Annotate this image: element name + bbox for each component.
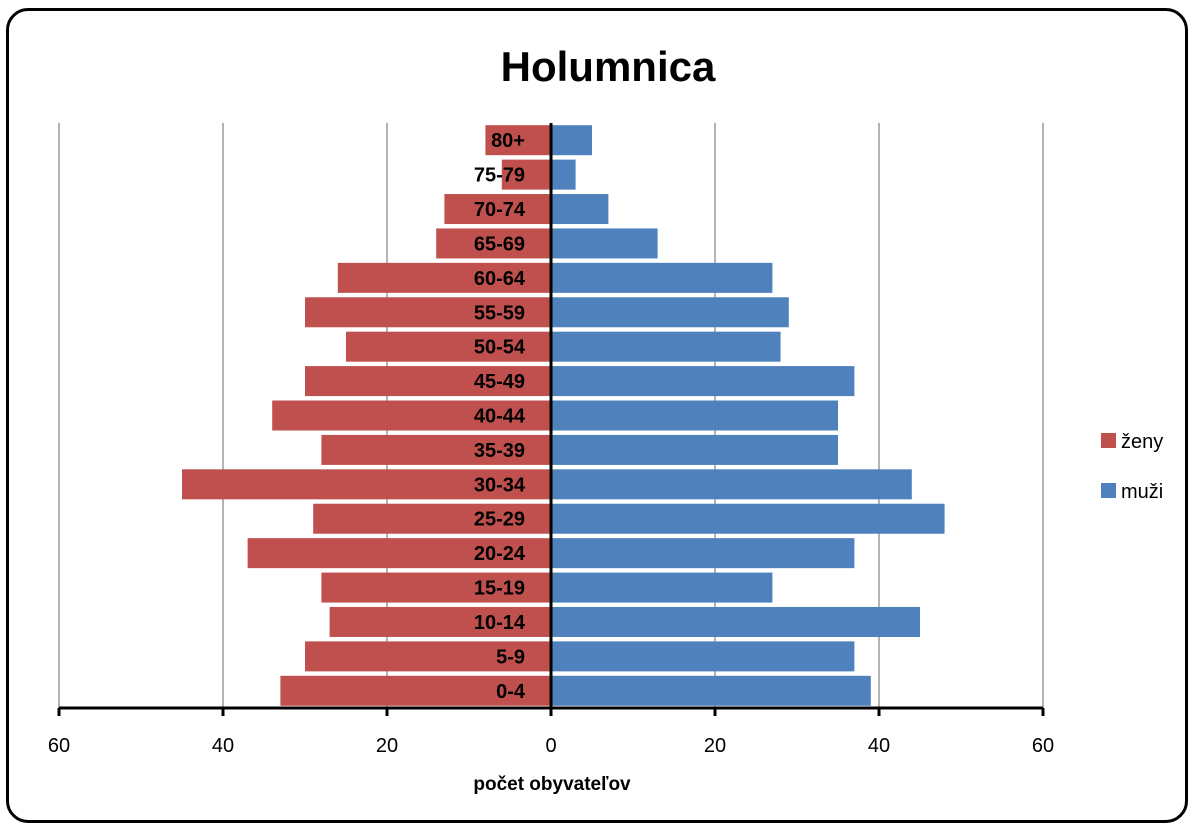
age-label: 0-4 (496, 681, 526, 703)
bar-zeny-25-29 (313, 503, 551, 534)
age-group-labels: 0-4 5-9 10-14 15-19 20-24 25-29 30-34 35-39 40-4… (474, 130, 526, 703)
bar-zeny-30-34 (182, 469, 551, 500)
bar-muzi-65-69 (551, 228, 658, 259)
bar-zeny-40-44 (272, 400, 551, 431)
x-tick-label: 20 (704, 735, 726, 757)
bar-muzi-75-79 (551, 159, 576, 190)
bar-muzi-0-4 (551, 675, 871, 706)
bar-muzi-50-54 (551, 331, 781, 362)
x-tick-label: 60 (48, 735, 70, 757)
age-label: 80+ (491, 130, 525, 152)
age-label: 70-74 (474, 199, 526, 221)
bar-muzi-15-19 (551, 572, 773, 603)
bar-muzi-5-9 (551, 641, 855, 672)
bar-muzi-25-29 (551, 503, 945, 534)
bar-zeny-70-74 (444, 194, 551, 225)
age-label: 10-14 (474, 612, 526, 634)
age-label: 5-9 (496, 646, 525, 668)
bar-muzi-55-59 (551, 297, 789, 328)
bar-zeny-35-39 (321, 434, 551, 465)
age-label: 65-69 (474, 233, 525, 255)
chart-title: Holumnica (501, 43, 716, 90)
bar-zeny-45-49 (305, 366, 551, 397)
bars (182, 125, 945, 706)
bar-zeny-65-69 (436, 228, 551, 259)
age-label: 60-64 (474, 268, 526, 290)
x-tick-labels: 60 40 20 0 20 40 60 (48, 735, 1054, 757)
bar-muzi-80+ (551, 125, 592, 156)
bar-muzi-30-34 (551, 469, 912, 500)
bar-muzi-40-44 (551, 400, 838, 431)
gridlines (58, 123, 1044, 708)
bar-zeny-15-19 (321, 572, 551, 603)
bar-zeny-75-79 (501, 159, 551, 190)
x-tick-label: 40 (212, 735, 234, 757)
age-label: 35-39 (474, 440, 525, 462)
bar-zeny-60-64 (337, 262, 551, 293)
age-label: 75-79 (474, 165, 525, 187)
legend-swatch-muzi (1101, 483, 1116, 498)
bar-zeny-80+ (485, 125, 551, 156)
age-label: 20-24 (474, 543, 526, 565)
bar-muzi-10-14 (551, 606, 920, 637)
age-label: 55-59 (474, 302, 525, 324)
x-tick-label: 60 (1032, 735, 1054, 757)
x-tick-label: 40 (868, 735, 890, 757)
age-label: 25-29 (474, 509, 525, 531)
age-label: 45-49 (474, 371, 525, 393)
bar-muzi-70-74 (551, 194, 609, 225)
x-tick-label: 20 (376, 735, 398, 757)
legend: ženy muži (1101, 431, 1163, 503)
legend-label-zeny: ženy (1121, 431, 1163, 453)
age-label: 40-44 (474, 406, 526, 428)
legend-label-muzi: muži (1121, 481, 1163, 503)
bar-zeny-10-14 (329, 606, 551, 637)
bar-zeny-0-4 (280, 675, 551, 706)
x-axis (57, 123, 1045, 716)
bar-zeny-50-54 (346, 331, 551, 362)
bar-zeny-5-9 (305, 641, 551, 672)
bar-muzi-60-64 (551, 262, 773, 293)
bar-zeny-55-59 (305, 297, 551, 328)
age-label: 30-34 (474, 474, 526, 496)
bar-muzi-35-39 (551, 434, 838, 465)
bar-muzi-45-49 (551, 366, 855, 397)
x-tick-label: 0 (545, 735, 556, 757)
legend-swatch-zeny (1101, 433, 1116, 448)
bar-muzi-20-24 (551, 538, 855, 569)
x-axis-label: počet obyvateľov (473, 774, 631, 795)
bar-zeny-20-24 (247, 538, 551, 569)
age-label: 15-19 (474, 578, 525, 600)
age-label: 50-54 (474, 337, 526, 359)
